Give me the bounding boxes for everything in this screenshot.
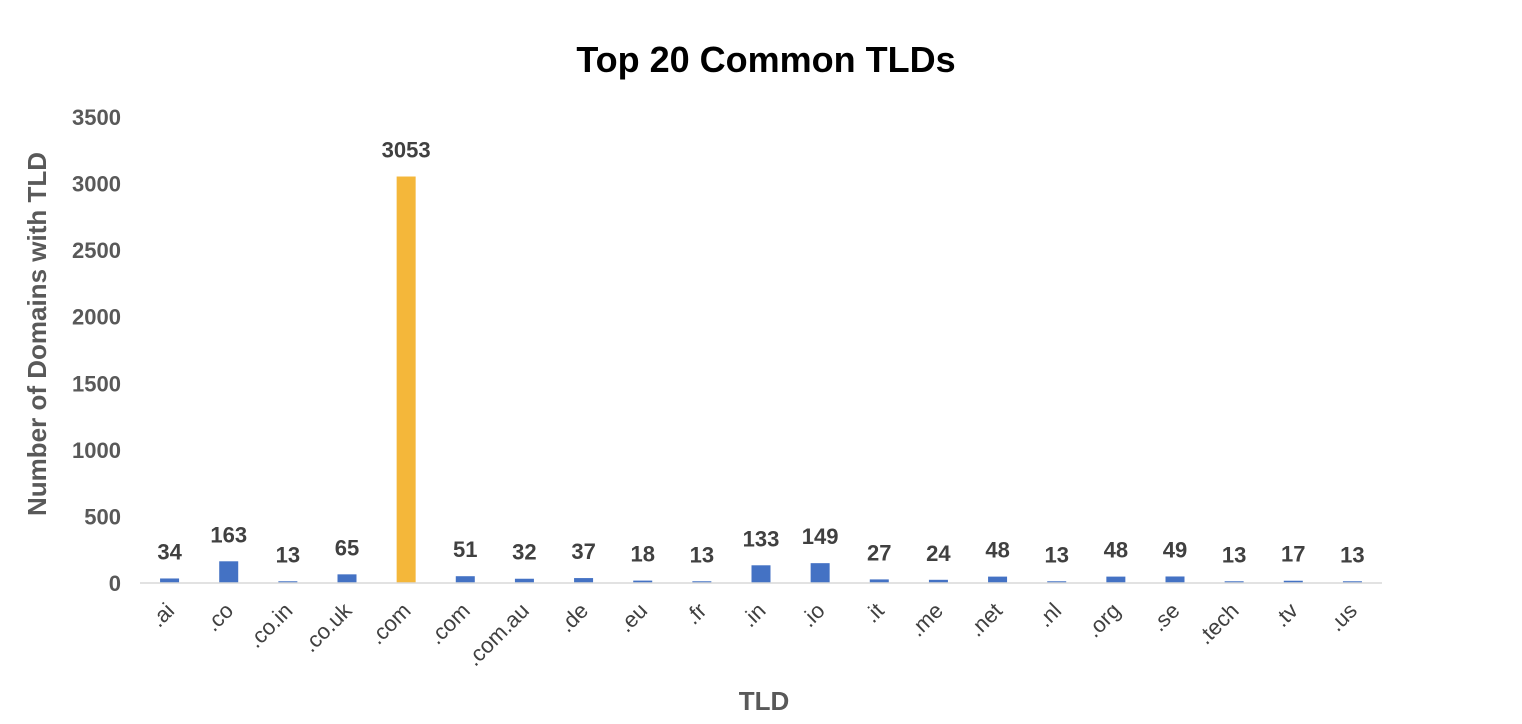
- x-tick-label: .tech: [1192, 598, 1243, 649]
- data-label: 13: [1340, 542, 1364, 567]
- data-label: 13: [1222, 542, 1246, 567]
- x-tick-label: .eu: [613, 598, 652, 637]
- y-axis: 0 500 1000 1500 2000 2500 3000 3500: [72, 105, 121, 596]
- y-axis-title: Number of Domains with TLD: [22, 152, 52, 516]
- data-label: 34: [157, 539, 182, 564]
- bar: [1047, 581, 1067, 583]
- data-label: 133: [743, 526, 780, 551]
- x-tick-label: .ai: [145, 598, 179, 632]
- x-tick-label: .tv: [1269, 598, 1303, 632]
- bar: [514, 578, 534, 583]
- data-label: 48: [1104, 538, 1128, 563]
- x-tick-label: .co: [200, 598, 238, 636]
- data-label: 3053: [382, 138, 431, 163]
- data-labels-group: 34 163 13 65 3053 51 32 37 18 13 133 149 27 24 48 13 48 4…: [157, 138, 1364, 568]
- y-tick-label: 500: [84, 504, 121, 529]
- data-label: 149: [802, 524, 839, 549]
- bar: [988, 576, 1008, 583]
- x-tick-label: .us: [1324, 598, 1362, 636]
- bar: [219, 561, 239, 583]
- bar: [869, 579, 889, 583]
- x-tick-label: .net: [963, 598, 1007, 642]
- data-label: 32: [512, 540, 536, 565]
- bar: [810, 563, 830, 583]
- data-label: 51: [453, 537, 477, 562]
- bar: [574, 578, 594, 583]
- data-label: 48: [985, 538, 1009, 563]
- bar: [455, 576, 475, 583]
- data-label: 13: [690, 542, 714, 567]
- y-tick-label: 3500: [72, 105, 121, 130]
- data-label: 17: [1281, 542, 1305, 567]
- data-label: 18: [630, 542, 654, 567]
- bar: [1165, 576, 1185, 583]
- bar: [1283, 580, 1303, 583]
- bar: [928, 579, 948, 583]
- bar: [751, 565, 771, 583]
- x-tick-label: .com.au: [461, 598, 534, 671]
- data-label: 13: [276, 542, 300, 567]
- x-tick-label: .com: [364, 598, 415, 649]
- x-tick-label: .in: [736, 598, 770, 632]
- x-tick-label: .nl: [1032, 598, 1066, 632]
- data-label: 13: [1044, 542, 1068, 567]
- x-tick-label: .io: [796, 598, 830, 632]
- bar: [278, 581, 298, 583]
- data-label: 27: [867, 540, 891, 565]
- bar: [692, 581, 712, 583]
- y-tick-label: 1000: [72, 438, 121, 463]
- bar: [1224, 581, 1244, 583]
- data-label: 49: [1163, 537, 1187, 562]
- bar: [396, 176, 416, 583]
- chart-title: Top 20 Common TLDs: [576, 39, 955, 80]
- x-tick-label: .org: [1081, 598, 1125, 642]
- data-label: 37: [571, 539, 595, 564]
- x-tick-label: .se: [1146, 598, 1184, 636]
- bar: [337, 574, 357, 583]
- x-axis: .ai .co .co.in .co.uk .com .com.com.au .de .eu.…: [145, 597, 1362, 671]
- bars-group: [160, 176, 1362, 583]
- y-tick-label: 1500: [72, 371, 121, 396]
- y-tick-label: 2000: [72, 305, 121, 330]
- x-tick-label: .de: [554, 598, 593, 637]
- x-tick-label: .it: [859, 598, 889, 628]
- bar: [1342, 581, 1362, 583]
- y-tick-label: 0: [109, 571, 121, 596]
- bar: [160, 578, 180, 583]
- bar: [1106, 576, 1126, 583]
- bar: [633, 580, 653, 583]
- data-label: 65: [335, 535, 359, 560]
- data-label: 163: [210, 522, 247, 547]
- x-tick-label: .me: [904, 598, 948, 642]
- y-tick-label: 2500: [72, 238, 121, 263]
- y-tick-label: 3000: [72, 172, 121, 197]
- x-axis-title: TLD: [739, 686, 790, 716]
- x-tick-label: .fr: [680, 598, 712, 630]
- x-tick-label: .co.uk: [297, 597, 357, 657]
- data-label: 24: [926, 541, 951, 566]
- x-tick-label: .com: [423, 598, 474, 649]
- x-tick-label: .co.in: [243, 598, 298, 653]
